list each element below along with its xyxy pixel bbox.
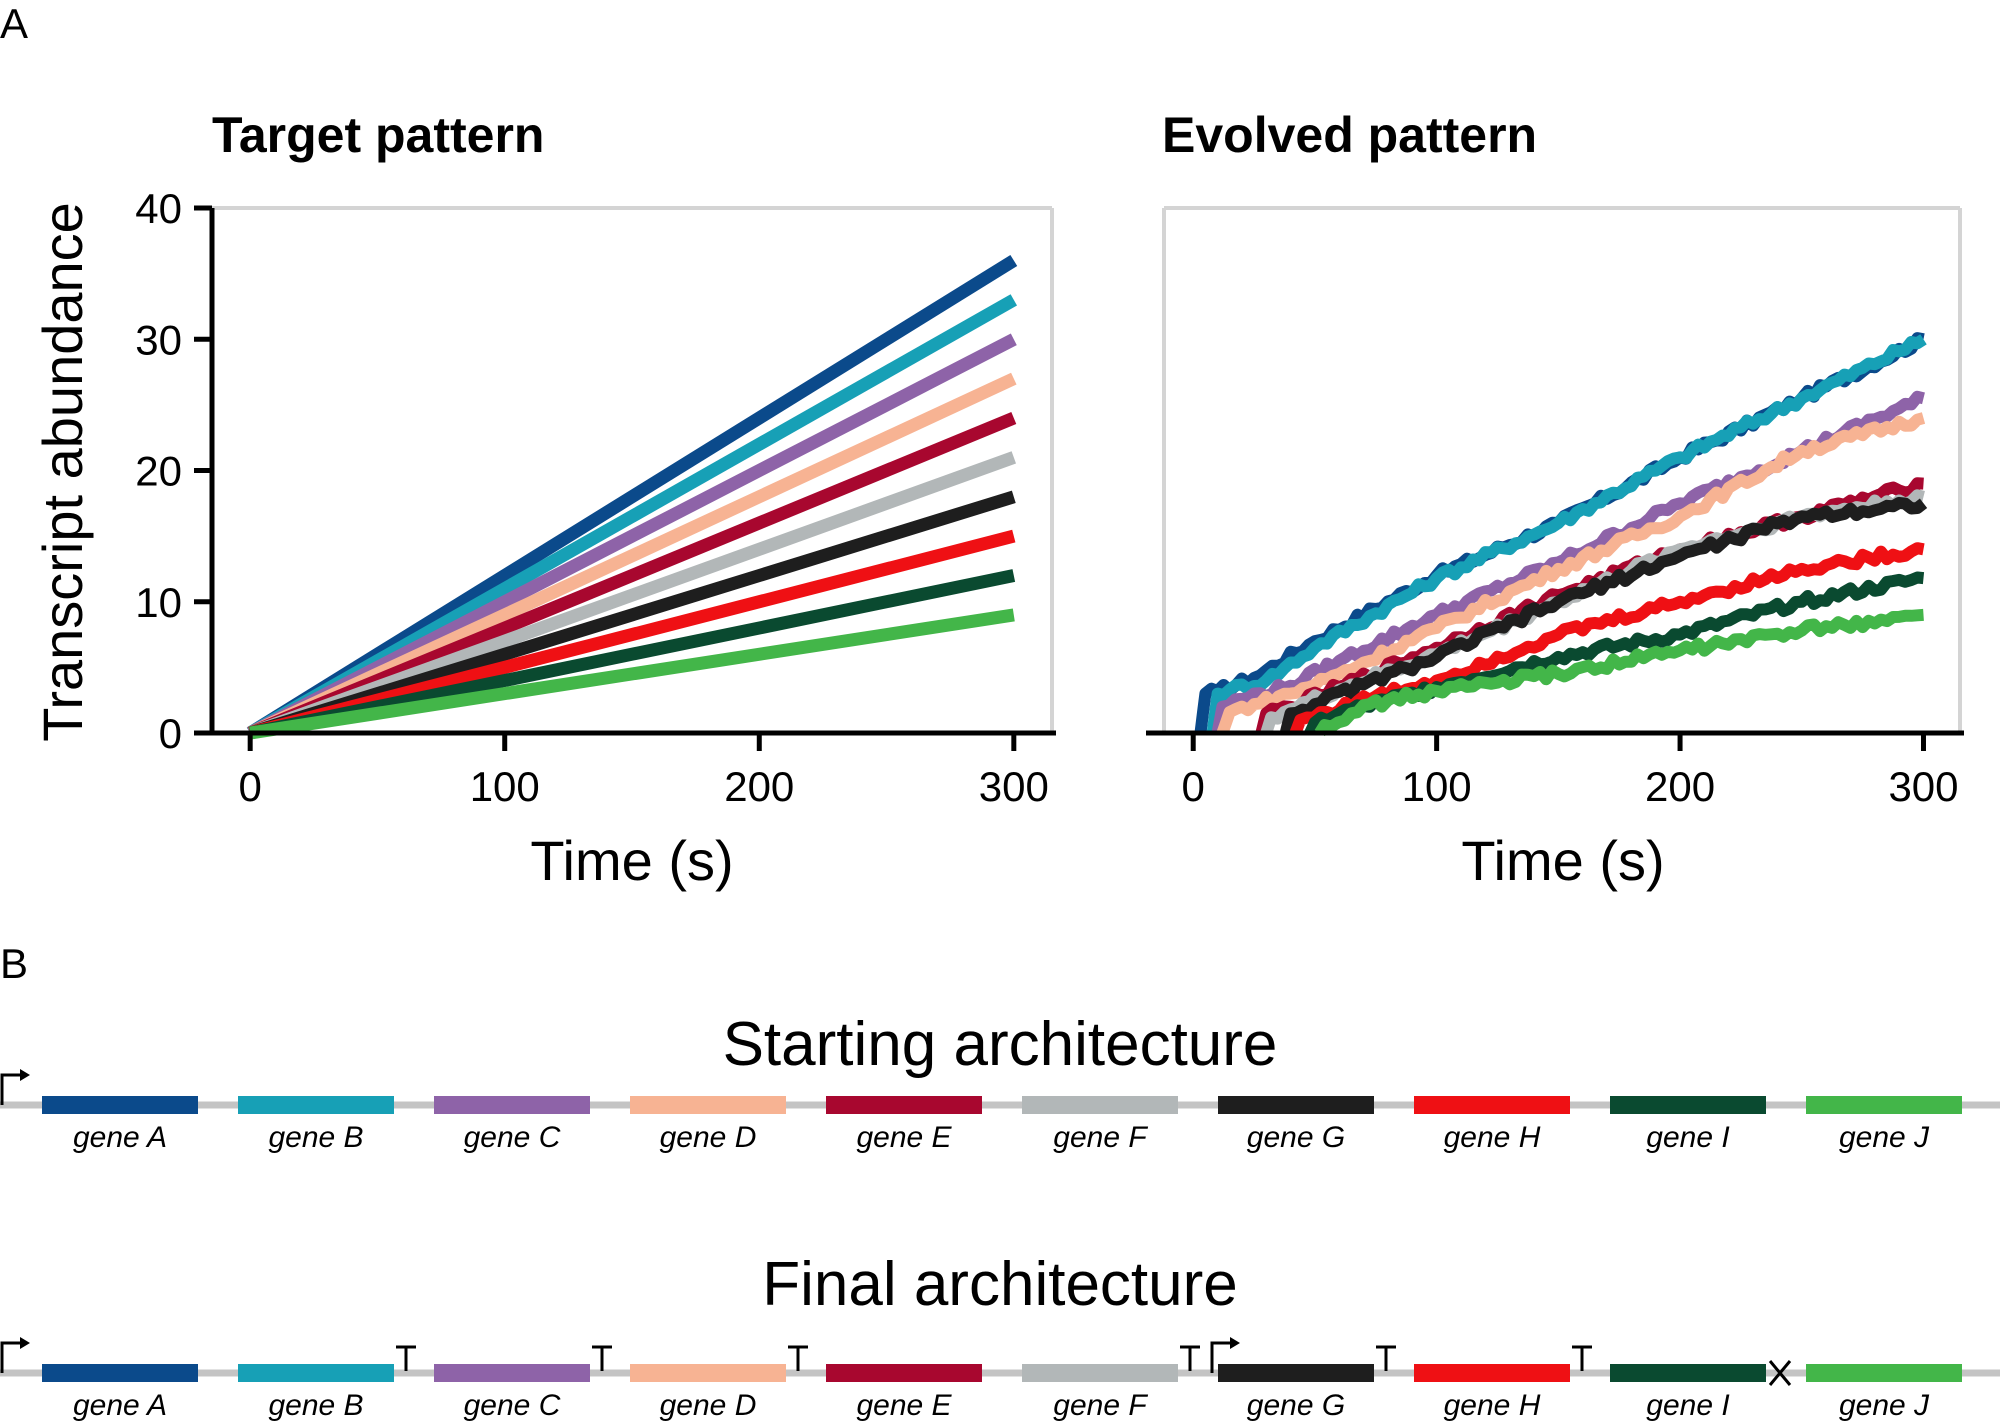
x-tick-label: 200 [724,763,794,810]
gene-block [1806,1096,1962,1114]
promoter-arrowhead-icon [20,1069,30,1081]
y-tick-label: 20 [135,448,182,495]
chart-title: Evolved pattern [1162,107,1537,163]
series-group [1194,332,1928,737]
y-tick-label: 30 [135,316,182,363]
gene-label: gene E [856,1121,952,1154]
series-group [246,254,1018,740]
architecture-title: Starting architecture [723,1010,1278,1079]
terminator-icon [1376,1345,1396,1371]
gene-label: gene H [1444,1121,1541,1154]
gene-block [238,1364,394,1382]
promoter-arrow-icon [1210,1341,1234,1373]
axes: 0 100 200 300 0 10 20 30 40 [135,185,1056,810]
gene-block [1414,1096,1570,1114]
series-line-10 [1314,608,1924,737]
gene-label: gene F [1053,1121,1148,1154]
gene-block [826,1096,982,1114]
x-tick-label: 0 [1182,763,1205,810]
x-axis-label: Time (s) [1461,829,1664,892]
x-tick-label: 0 [239,763,262,810]
gene-block [434,1364,590,1382]
gene-block [434,1096,590,1114]
target-pattern-chart: Target pattern Time (s) Transcript abund… [31,107,1056,892]
plot-frame [1162,206,1962,733]
promoter-arrowhead-icon [20,1337,30,1349]
gene-block [1218,1096,1374,1114]
promoter-arrow-icon [0,1341,24,1373]
promoter-arrowhead-icon [1230,1337,1240,1349]
plot-frame [212,206,1054,733]
architecture-title: Final architecture [762,1250,1238,1319]
panel-label-b: B [0,940,28,987]
gene-label: gene H [1444,1389,1541,1422]
terminator-icon [396,1345,416,1371]
terminator-icon [592,1345,612,1371]
gene-block [826,1364,982,1382]
gene-block [630,1364,786,1382]
terminator-icon [1180,1345,1200,1371]
x-tick-label: 200 [1645,763,1715,810]
gene-label: gene B [268,1389,363,1422]
final-architecture: Final architecture gene A gene B gene C gen… [0,1250,2000,1422]
gene-label: gene E [856,1389,952,1422]
panel-label-a: A [0,0,28,47]
gene-block [630,1096,786,1114]
terminator-icon [788,1345,808,1371]
series-line-4 [1216,412,1926,735]
gene-block [1806,1364,1962,1382]
gene-label: gene C [464,1389,561,1422]
gene-label: gene G [1247,1121,1345,1154]
gene-label: gene G [1247,1389,1345,1422]
gene-label: gene D [660,1389,757,1422]
gene-label: gene B [268,1121,363,1154]
y-axis-label: Transcript abundance [31,202,94,742]
gene-label: gene I [1646,1389,1729,1422]
starting-architecture: Starting architecture gene A gene B gene C… [0,1010,2000,1154]
series-line-2 [1206,334,1927,734]
promoter-arrow-icon [0,1073,24,1105]
axes: 0 100 200 300 [1146,730,1964,810]
gene-block [42,1364,198,1382]
y-tick-label: 10 [135,579,182,626]
gene-label: gene J [1839,1389,1930,1422]
gene-label: gene I [1646,1121,1729,1154]
gene-label: gene C [464,1121,561,1154]
x-tick-label: 100 [470,763,540,810]
y-tick-label: 40 [135,185,182,232]
series-line-7 [1279,496,1928,735]
gene-block [1610,1364,1766,1382]
gene-label: gene A [73,1121,167,1154]
x-tick-label: 300 [979,763,1049,810]
gene-label: gene F [1053,1389,1148,1422]
gene-block [42,1096,198,1114]
gene-block [1414,1364,1570,1382]
x-axis-label: Time (s) [530,829,733,892]
gene-block [1218,1364,1374,1382]
y-tick-label: 0 [159,710,182,757]
gene-block [1022,1364,1178,1382]
terminator-icon [1572,1345,1592,1371]
series-line-10 [249,608,1015,740]
gene-block [1610,1096,1766,1114]
cleavage-site-icon [1768,1360,1792,1386]
gene-block [1022,1096,1178,1114]
gene-block [238,1096,394,1114]
gene-label: gene J [1839,1121,1930,1154]
chart-title: Target pattern [212,107,544,163]
x-tick-label: 300 [1888,763,1958,810]
x-tick-label: 100 [1402,763,1472,810]
gene-label: gene D [660,1121,757,1154]
evolved-pattern-chart: Evolved pattern Time (s) 0 100 200 300 [1146,107,1964,892]
gene-label: gene A [73,1389,167,1422]
